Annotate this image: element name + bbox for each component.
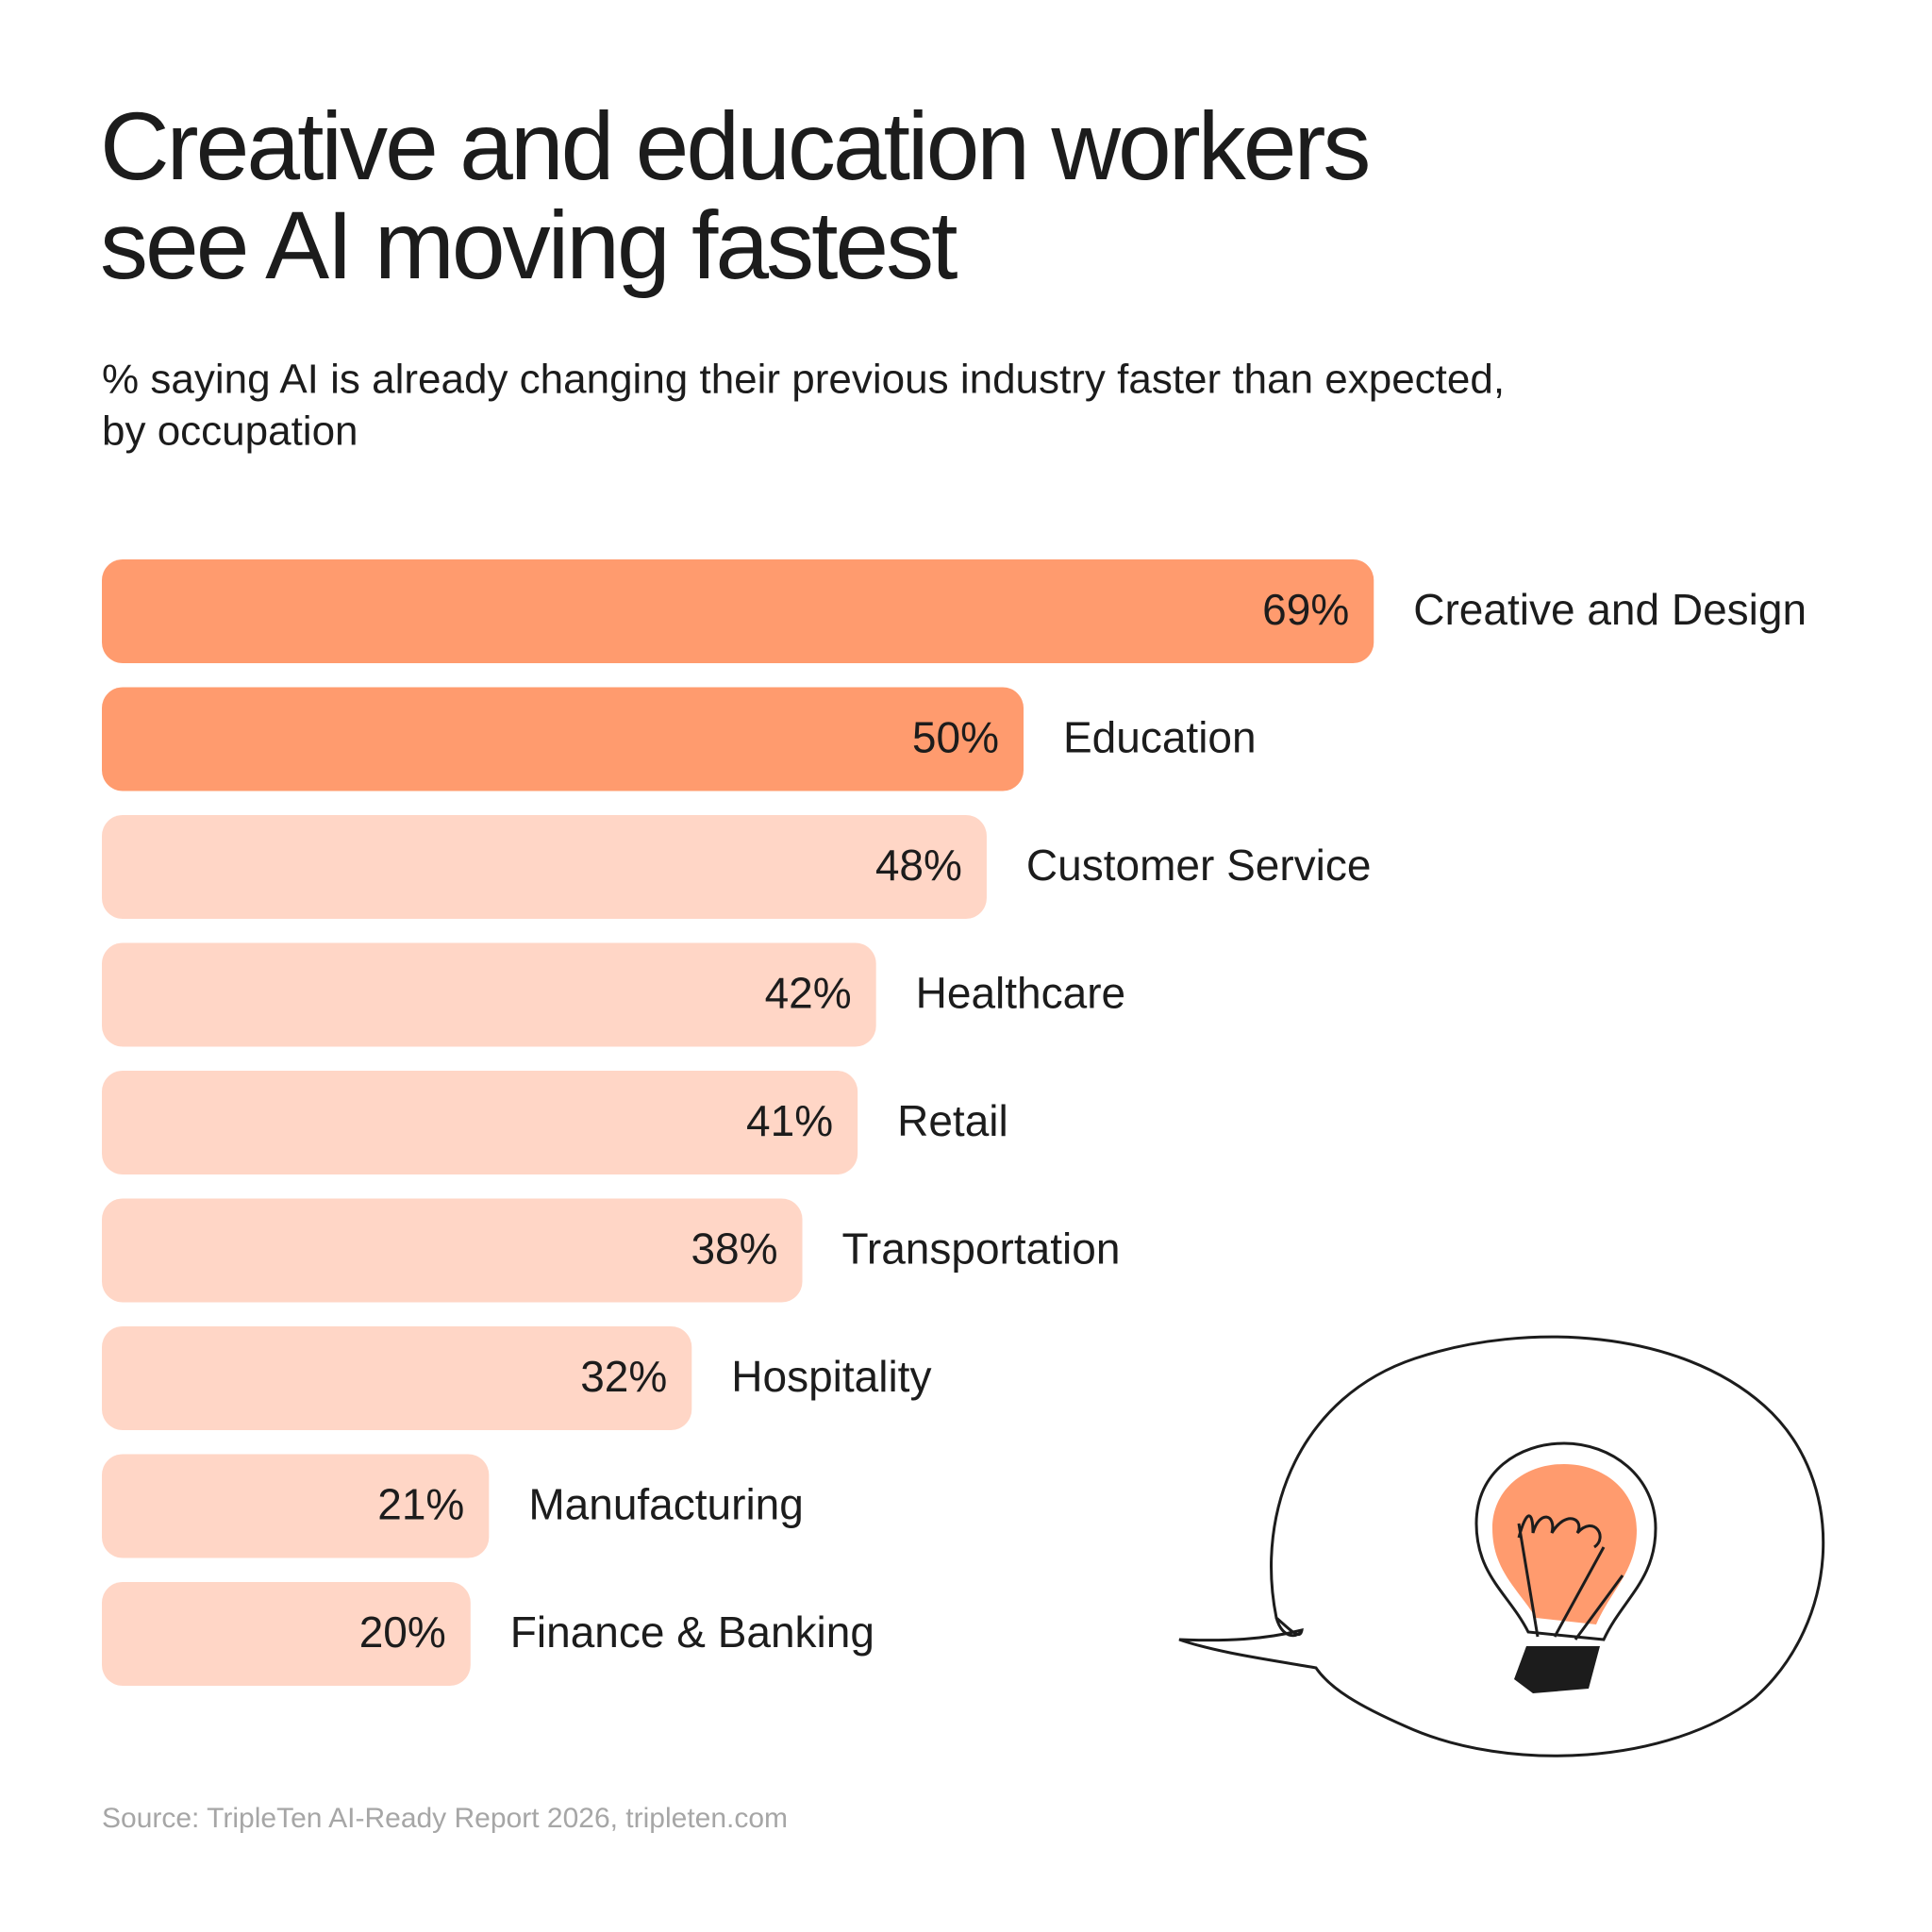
category-label: Retail xyxy=(897,1096,1008,1145)
value-label: 50% xyxy=(912,713,999,762)
value-label: 21% xyxy=(377,1480,464,1529)
bar xyxy=(102,687,1024,791)
value-label: 42% xyxy=(765,969,852,1018)
category-label: Finance & Banking xyxy=(510,1607,874,1657)
category-label: Hospitality xyxy=(731,1352,931,1401)
category-label: Healthcare xyxy=(916,969,1125,1018)
bar xyxy=(102,1071,858,1174)
value-label: 69% xyxy=(1262,585,1349,634)
value-label: 20% xyxy=(359,1607,446,1657)
chart-title: see AI moving fastest xyxy=(100,192,958,299)
bars: 69% Creative and Design 50% Education 48% Cus… xyxy=(102,559,1807,1686)
value-label: 38% xyxy=(691,1224,777,1274)
source-note: Source: TripleTen AI-Ready Report 2026, … xyxy=(102,1803,788,1834)
chart-title: Creative and education workers xyxy=(100,92,1368,200)
bar xyxy=(102,815,987,919)
value-label: 32% xyxy=(580,1352,667,1401)
value-label: 41% xyxy=(746,1096,833,1145)
category-label: Creative and Design xyxy=(1413,585,1807,634)
bar xyxy=(102,942,876,1047)
category-label: Customer Service xyxy=(1026,841,1372,890)
bar xyxy=(102,1326,692,1430)
bar xyxy=(102,1454,490,1558)
category-label: Transportation xyxy=(842,1224,1121,1274)
category-label: Education xyxy=(1063,713,1257,762)
value-label: 48% xyxy=(875,841,962,890)
chart-subtitle: % saying AI is already changing their pr… xyxy=(102,357,1505,403)
bar xyxy=(102,1198,803,1303)
bar xyxy=(102,1582,471,1686)
lightbulb-illustration xyxy=(1178,1335,1825,1757)
chart-subtitle: by occupation xyxy=(102,408,358,455)
category-label: Manufacturing xyxy=(528,1480,804,1529)
bar xyxy=(102,559,1374,663)
